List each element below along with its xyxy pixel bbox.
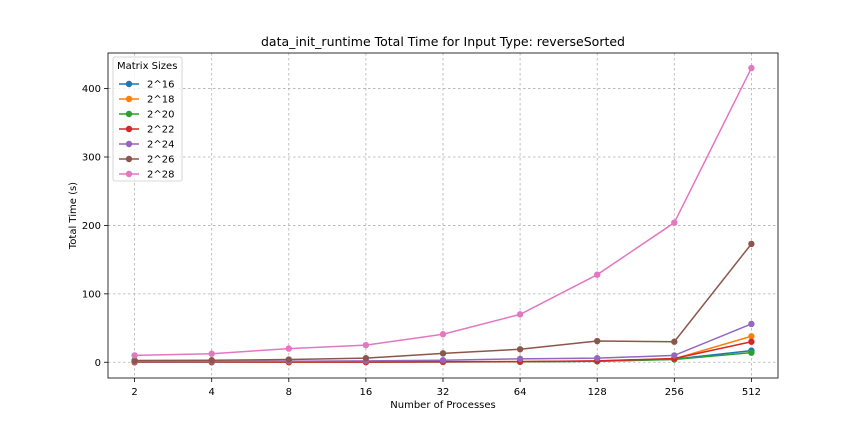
legend-marker (125, 170, 133, 178)
legend-entry: 2^26 (119, 155, 174, 166)
legend-box (112, 56, 183, 182)
data-point (671, 352, 678, 359)
data-point (748, 349, 755, 356)
y-tick-label: 200 (82, 221, 101, 232)
series-2-pow-26 (131, 240, 755, 364)
data-point (131, 357, 138, 364)
legend-label: 2^24 (147, 140, 174, 151)
x-tick-label: 16 (360, 387, 373, 398)
y-tick-label: 100 (82, 289, 101, 300)
data-point (516, 346, 524, 353)
legend: Matrix Sizes 2^16 2^18 2^20 2^22 2^24 2^26 2^2… (112, 56, 183, 182)
legend-entries: 2^16 2^18 2^20 2^22 2^24 2^26 2^28 (119, 80, 174, 181)
data-point (131, 352, 138, 359)
legend-entry: 2^28 (119, 170, 174, 181)
axis-ticks: 2 4 8 16 32 64 128 256 512 0 100 200 300 400 (82, 84, 761, 398)
legend-label: 2^28 (147, 170, 174, 181)
y-axis-label: Total Time (s) (68, 182, 79, 250)
series-layer (131, 64, 755, 366)
x-tick-label: 256 (665, 387, 684, 398)
series-2-pow-28 (131, 64, 755, 359)
legend-title: Matrix Sizes (117, 61, 177, 72)
data-point (285, 345, 292, 352)
x-tick-label: 4 (209, 387, 215, 398)
legend-marker (125, 110, 133, 118)
y-tick-label: 0 (95, 358, 101, 369)
legend-entry: 2^24 (119, 140, 174, 151)
data-point (748, 64, 755, 72)
x-tick-label: 512 (742, 387, 761, 398)
legend-label: 2^26 (147, 155, 174, 166)
x-tick-label: 64 (514, 387, 527, 398)
legend-entry: 2^16 (119, 80, 174, 91)
data-point (594, 271, 601, 278)
legend-marker (125, 95, 133, 103)
chart-title: data_init_runtime Total Time for Input T… (261, 34, 625, 49)
data-point (208, 350, 215, 357)
data-point (594, 337, 601, 345)
legend-entry: 2^20 (119, 110, 174, 121)
x-tick-label: 2 (131, 387, 137, 398)
legend-marker (125, 140, 133, 148)
x-tick-label: 8 (286, 387, 292, 398)
data-point (594, 354, 601, 362)
legend-label: 2^20 (147, 110, 174, 121)
legend-marker (125, 80, 133, 88)
data-point (208, 357, 215, 364)
data-point (748, 338, 755, 345)
data-point (671, 338, 678, 345)
x-axis-label: Number of Processes (390, 400, 495, 411)
data-point (748, 240, 755, 248)
legend-entry: 2^18 (119, 95, 174, 106)
data-point (516, 355, 524, 363)
legend-label: 2^18 (147, 95, 174, 106)
data-point (439, 350, 447, 357)
x-tick-label: 32 (437, 387, 450, 398)
y-tick-label: 400 (82, 84, 101, 95)
series-2-pow-24 (131, 320, 755, 365)
data-point (671, 219, 678, 226)
data-point (516, 311, 524, 318)
legend-label: 2^16 (147, 80, 174, 91)
data-point (362, 354, 370, 362)
legend-marker (125, 125, 133, 133)
data-point (748, 320, 755, 328)
data-point (285, 356, 292, 363)
legend-entry: 2^22 (119, 125, 174, 136)
data-point (439, 331, 447, 338)
data-point (362, 341, 370, 349)
grid-lines (108, 53, 778, 378)
legend-marker (125, 155, 133, 163)
x-tick-label: 128 (588, 387, 607, 398)
data-point (439, 357, 447, 364)
data-point (748, 333, 755, 340)
y-tick-label: 300 (82, 153, 101, 164)
legend-label: 2^22 (147, 125, 174, 136)
